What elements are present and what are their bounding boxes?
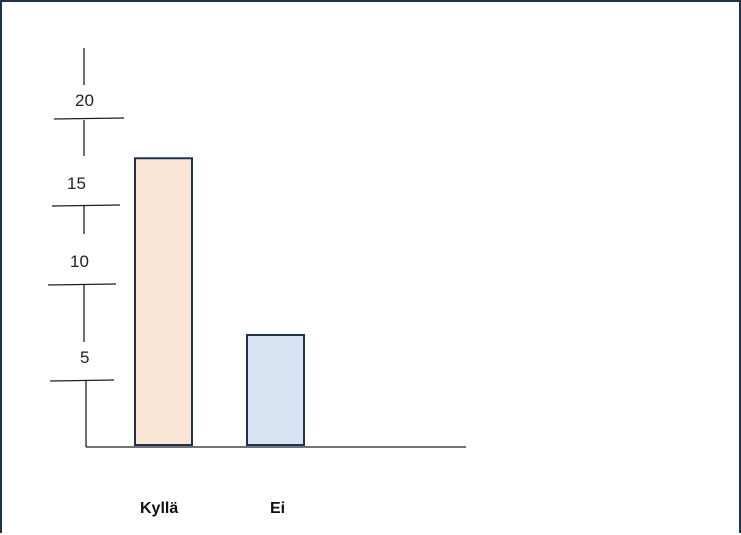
bar-kylla — [134, 157, 193, 446]
y-tick-10 — [47, 283, 117, 286]
y-tick-label-10: 10 — [70, 252, 89, 271]
y-tick-label-5: 5 — [80, 348, 89, 367]
y-tick-label-20: 20 — [75, 91, 94, 110]
y-tick-20 — [53, 117, 125, 120]
y-ticks — [47, 117, 125, 382]
category-labels: Kyllä Ei — [140, 500, 285, 517]
category-label-ei: Ei — [270, 500, 285, 517]
y-tick-5 — [49, 379, 115, 382]
bars — [134, 157, 305, 446]
y-tick-labels: 5 10 15 20 — [67, 91, 94, 367]
y-tick-label-15: 15 — [67, 174, 86, 193]
y-axis — [83, 48, 87, 447]
bar-ei — [246, 334, 305, 446]
category-label-kylla: Kyllä — [140, 500, 178, 517]
y-tick-15 — [51, 204, 121, 207]
